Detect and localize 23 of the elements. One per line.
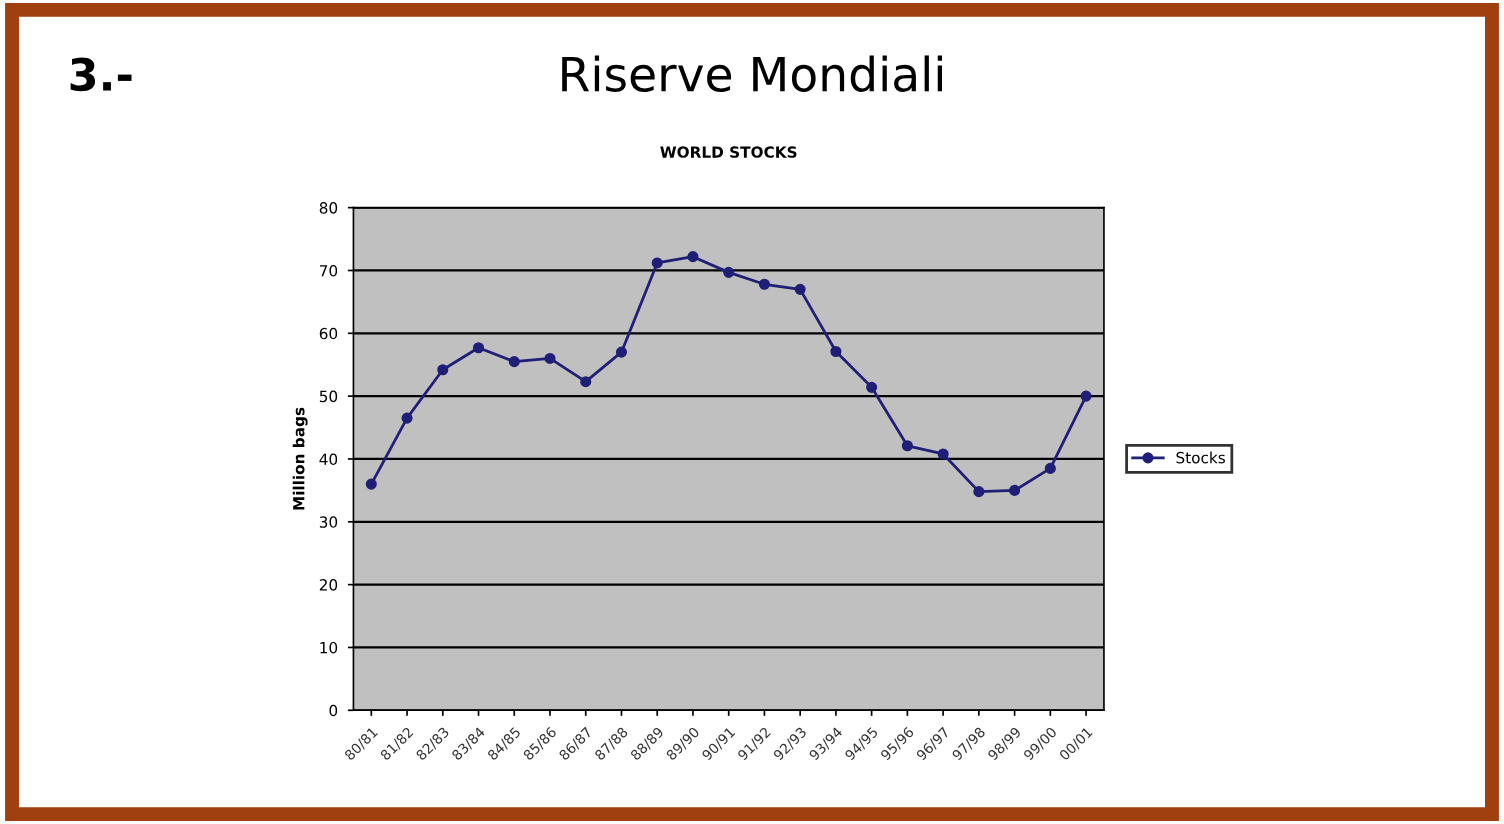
point (687, 251, 699, 263)
point (365, 478, 377, 490)
point (544, 352, 556, 364)
point (830, 345, 842, 358)
point (794, 283, 806, 295)
point (401, 412, 413, 424)
point (1044, 462, 1056, 474)
point (901, 440, 913, 452)
point (651, 257, 663, 269)
point (723, 266, 735, 278)
point (937, 448, 949, 460)
chart-title: Riserve Mondiali (562, 55, 942, 92)
point (1009, 484, 1021, 496)
point (1080, 390, 1092, 402)
point (866, 381, 878, 393)
point (615, 346, 628, 358)
point (973, 486, 985, 498)
point (472, 342, 485, 354)
point (437, 364, 449, 376)
point (508, 356, 520, 368)
point (758, 278, 770, 290)
text: 3.- (70, 57, 132, 92)
point (580, 376, 592, 388)
